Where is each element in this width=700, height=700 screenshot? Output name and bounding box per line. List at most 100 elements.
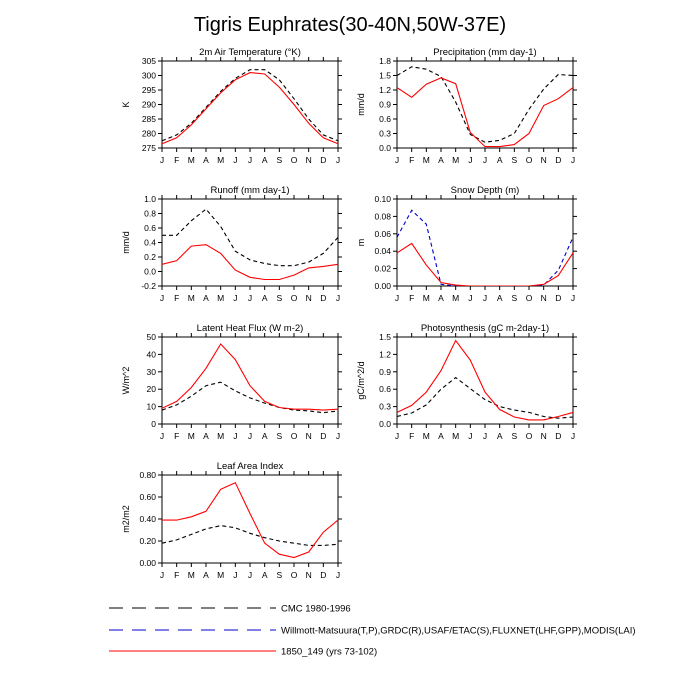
x-tick-label: J [468,155,472,165]
x-tick-label: N [306,570,312,580]
x-tick-label: S [276,155,282,165]
y-tick-label: 0.2 [144,252,156,262]
x-tick-label: D [555,155,561,165]
x-tick-label: S [276,431,282,441]
x-tick-label: F [174,155,179,165]
x-tick-label: A [262,570,268,580]
y-tick-label: 0.6 [379,114,391,124]
y-tick-label: 0.9 [379,100,391,110]
x-tick-label: J [571,155,575,165]
series-line [162,72,338,145]
y-tick-label: 295 [142,85,156,95]
y-tick-label: 0.0 [144,267,156,277]
plot-frame [161,198,339,287]
panel-title: Runoff (mm day-1) [210,185,289,196]
series-line [397,66,573,143]
x-tick-label: N [306,293,312,303]
y-tick-label: 40 [147,349,157,359]
y-tick-label: 1.5 [379,71,391,81]
y-tick-label: 50 [147,332,157,342]
x-tick-label: F [174,570,179,580]
x-tick-label: J [336,570,340,580]
x-tick-label: S [511,293,517,303]
x-tick-label: A [262,155,268,165]
y-tick-label: 0.02 [374,264,391,274]
x-tick-label: M [188,155,195,165]
x-tick-label: J [160,570,164,580]
x-tick-label: A [438,293,444,303]
y-tick-label: 275 [142,143,156,153]
y-tick-label: 0.04 [374,246,391,256]
x-tick-label: J [336,155,340,165]
x-tick-label: O [291,431,298,441]
x-tick-label: J [468,293,472,303]
x-tick-label: M [217,570,224,580]
series-line [162,343,338,411]
y-tick-label: 1.0 [144,194,156,204]
x-tick-label: A [262,293,268,303]
plot-frame [396,198,574,287]
x-tick-label: J [468,431,472,441]
series-line [397,209,573,286]
y-tick-label: 0.00 [139,558,156,568]
y-tick-label: 30 [147,367,157,377]
x-tick-label: J [233,155,237,165]
x-tick-label: A [497,431,503,441]
x-tick-label: J [233,431,237,441]
x-tick-label: M [452,293,459,303]
y-tick-label: 300 [142,71,156,81]
y-tick-label: 0.0 [379,419,391,429]
plot-frame [396,336,574,425]
x-tick-label: M [423,155,430,165]
y-tick-label: 20 [147,384,157,394]
y-tick-label: 0.20 [139,536,156,546]
x-tick-label: A [497,155,503,165]
y-tick-label: 285 [142,114,156,124]
x-tick-label: O [526,293,533,303]
y-tick-label: 0.80 [139,470,156,480]
x-tick-label: M [423,431,430,441]
x-tick-label: J [248,155,252,165]
chart-panel-6: Photosynthesis (gC m-2day-1) 0.0 0.3 0.6 0.9… [356,323,577,441]
y-tick-label: 0 [151,419,156,429]
x-tick-label: M [423,293,430,303]
x-tick-label: A [438,155,444,165]
y-tick-label: 0.06 [374,229,391,239]
x-tick-label: J [395,431,399,441]
x-tick-label: J [248,431,252,441]
panel-title: Photosynthesis (gC m-2day-1) [421,323,549,334]
y-axis-label: W/m^2 [121,367,131,395]
x-tick-label: J [160,293,164,303]
y-tick-label: 0.0 [379,143,391,153]
y-tick-label: 1.2 [379,349,391,359]
x-tick-label: M [217,293,224,303]
series-line [162,481,338,559]
legend-label: Willmott-Matsuura(T,P),GRDC(R),USAF/ETAC… [281,626,636,637]
x-tick-label: O [526,431,533,441]
x-tick-label: A [203,431,209,441]
legend-label: 1850_149 (yrs 73-102) [281,647,377,658]
series-line [162,381,338,414]
x-tick-label: D [320,570,326,580]
y-tick-label: 0.8 [144,209,156,219]
x-tick-label: J [571,431,575,441]
chart-panel-4: Snow Depth (m)0.000.020.040.060.080.10J F… [356,185,577,303]
series-line [397,339,573,421]
y-axis-label: m2/m2 [121,505,131,533]
x-tick-label: J [248,570,252,580]
x-tick-label: A [438,431,444,441]
y-tick-label: 1.8 [379,56,391,66]
y-axis-label: mm/d [356,93,366,116]
legend-label: CMC 1980-1996 [281,604,351,615]
series-line [162,244,338,281]
x-tick-label: J [483,431,487,441]
panel-title: Snow Depth (m) [451,185,520,196]
y-tick-label: 0.40 [139,514,156,524]
x-tick-label: A [497,293,503,303]
x-tick-label: M [452,431,459,441]
panel-title: Leaf Area Index [217,461,284,472]
x-tick-label: D [320,431,326,441]
chart-panel-1: 2m Air Temperature (°K) 275 280 285 290 295 30… [121,47,342,165]
